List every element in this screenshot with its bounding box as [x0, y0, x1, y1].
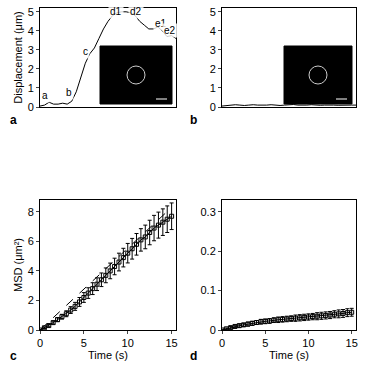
svg-text:4: 4: [28, 265, 34, 277]
svg-text:4: 4: [210, 25, 216, 37]
svg-text:5: 5: [28, 6, 34, 18]
svg-text:5: 5: [262, 337, 268, 349]
svg-text:0: 0: [37, 337, 43, 349]
svg-text:3: 3: [28, 44, 34, 56]
svg-text:1: 1: [210, 82, 216, 94]
svg-text:15: 15: [346, 337, 358, 349]
svg-text:0.1: 0.1: [201, 284, 216, 296]
svg-text:0: 0: [28, 101, 34, 113]
svg-text:d: d: [190, 349, 197, 363]
svg-text:10: 10: [122, 337, 134, 349]
svg-text:15: 15: [165, 337, 177, 349]
svg-text:a: a: [10, 113, 17, 127]
svg-text:2: 2: [28, 63, 34, 75]
svg-text:0.3: 0.3: [201, 206, 216, 218]
svg-text:b: b: [190, 113, 197, 127]
svg-text:0: 0: [219, 337, 225, 349]
svg-text:Time (s): Time (s): [269, 349, 309, 361]
svg-text:d2: d2: [130, 6, 142, 17]
svg-text:a: a: [42, 90, 48, 101]
svg-text:2: 2: [28, 294, 34, 306]
svg-text:0: 0: [210, 101, 216, 113]
svg-text:e1: e1: [155, 18, 167, 29]
svg-text:3: 3: [210, 44, 216, 56]
svg-text:1: 1: [28, 82, 34, 94]
svg-text:2: 2: [210, 63, 216, 75]
svg-text:Displacement (μm): Displacement (μm): [12, 11, 24, 104]
svg-text:d1: d1: [110, 6, 122, 17]
svg-text:c: c: [10, 349, 17, 363]
svg-text:6: 6: [28, 235, 34, 247]
svg-text:0: 0: [210, 324, 216, 336]
svg-text:c: c: [83, 46, 88, 57]
svg-text:Time (s): Time (s): [88, 349, 128, 361]
svg-text:5: 5: [81, 337, 87, 349]
svg-text:e2: e2: [164, 25, 176, 36]
svg-text:5: 5: [210, 6, 216, 18]
svg-text:MSD (μm²): MSD (μm²): [12, 238, 24, 292]
svg-text:b: b: [66, 87, 72, 98]
svg-text:8: 8: [28, 206, 34, 218]
svg-text:0: 0: [28, 324, 34, 336]
svg-text:0.2: 0.2: [201, 245, 216, 257]
svg-text:10: 10: [302, 337, 314, 349]
svg-text:4: 4: [28, 25, 34, 37]
